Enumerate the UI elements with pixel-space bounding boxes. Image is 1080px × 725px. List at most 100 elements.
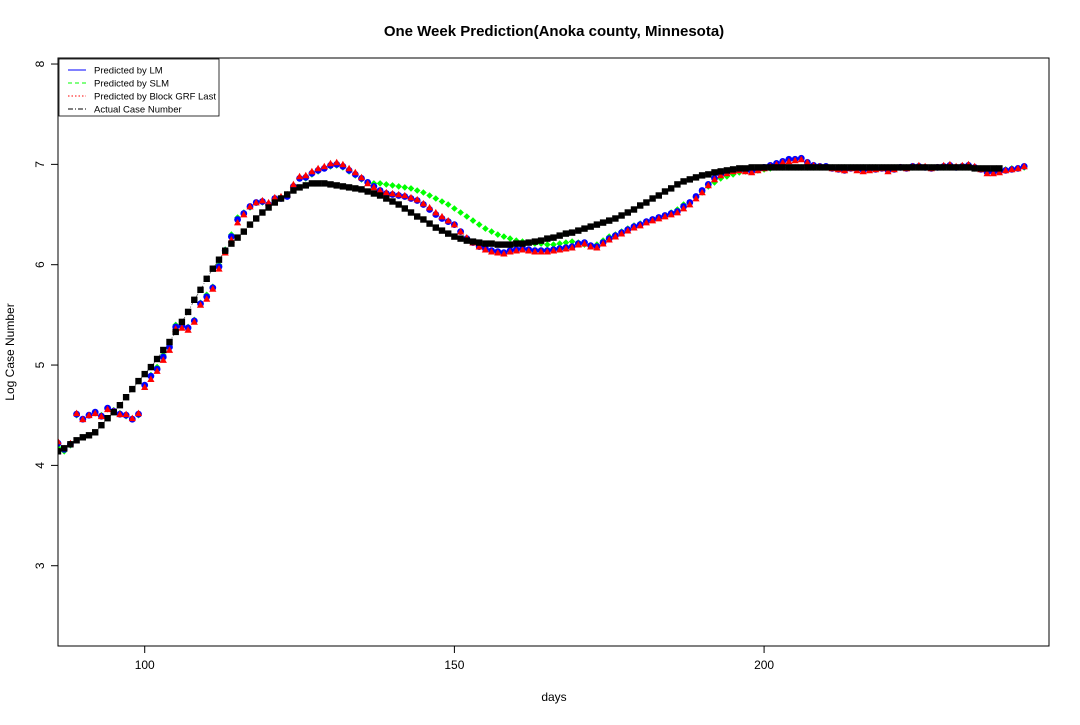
grf-point	[500, 250, 508, 257]
grf-point	[302, 171, 310, 179]
actual-point	[494, 241, 501, 248]
actual-point	[593, 221, 601, 228]
grf-point	[506, 248, 514, 255]
grf-point	[203, 295, 211, 302]
actual-point	[915, 164, 923, 171]
slm-point	[562, 239, 570, 246]
grf-point	[667, 210, 675, 218]
grf-point	[1008, 165, 1016, 173]
grf-point	[258, 196, 266, 204]
grf-point	[494, 249, 502, 256]
actual-point	[271, 199, 278, 206]
actual-point	[630, 206, 638, 213]
actual-point	[432, 224, 439, 231]
slm-point	[494, 231, 502, 238]
x-tick-label: 100	[135, 658, 155, 672]
actual-point	[934, 164, 941, 171]
x-tick-label: 200	[754, 658, 774, 672]
y-tick-label: 7	[33, 161, 47, 168]
actual-point	[624, 209, 631, 216]
actual-point	[587, 223, 594, 230]
actual-point	[686, 176, 693, 183]
grf-point	[574, 241, 582, 248]
slm-point	[444, 201, 452, 208]
actual-point	[116, 402, 124, 409]
grf-point	[642, 219, 650, 226]
grf-point	[475, 243, 483, 250]
grf-point	[184, 326, 192, 333]
grf-point	[134, 409, 143, 417]
actual-point	[562, 230, 570, 237]
grf-point	[413, 195, 421, 203]
slm-point	[432, 195, 440, 202]
actual-point	[835, 164, 842, 171]
grf-point	[444, 217, 452, 224]
grf-point	[481, 246, 489, 253]
slm-point	[469, 217, 477, 224]
actual-point	[891, 164, 898, 171]
actual-point	[909, 164, 916, 171]
x-axis-label: days	[541, 690, 566, 704]
grf-point	[791, 156, 799, 164]
grf-point	[308, 167, 316, 175]
actual-point	[376, 192, 384, 199]
grf-point	[698, 188, 706, 196]
actual-point	[785, 164, 793, 171]
actual-point	[73, 437, 80, 444]
slm-point	[463, 213, 471, 220]
actual-point	[172, 328, 179, 336]
grf-point	[419, 199, 427, 207]
actual-point	[426, 220, 433, 227]
grf-point	[351, 168, 359, 176]
actual-point	[537, 237, 545, 244]
grf-point	[488, 248, 496, 255]
grf-point	[382, 188, 390, 196]
grf-point	[680, 204, 688, 212]
actual-point	[760, 164, 768, 171]
slm-point	[413, 187, 421, 194]
actual-point	[370, 190, 378, 197]
actual-point	[643, 199, 650, 206]
plot-area	[58, 154, 1028, 636]
actual-point	[977, 165, 985, 172]
y-tick-label: 8	[33, 60, 47, 67]
grf-point	[593, 244, 601, 251]
grf-point	[178, 324, 186, 331]
actual-point	[215, 256, 223, 263]
actual-point	[816, 164, 823, 171]
grf-point	[345, 164, 353, 172]
actual-point	[556, 232, 563, 239]
actual-point	[178, 318, 186, 326]
actual-point	[544, 235, 551, 242]
actual-point	[358, 186, 365, 193]
actual-point	[736, 165, 743, 172]
actual-point	[469, 238, 477, 245]
actual-point	[240, 228, 247, 235]
actual-point	[550, 234, 557, 241]
legend-label-actual: Actual Case Number	[94, 105, 182, 116]
grf-point	[605, 236, 613, 243]
grf-point	[587, 243, 595, 250]
legend-label-grf: Predicted by Block GRF Last	[94, 92, 216, 103]
actual-point	[61, 445, 68, 452]
grf-point	[289, 180, 297, 188]
grf-point	[748, 168, 756, 176]
actual-point	[259, 209, 266, 216]
grf-point	[190, 318, 198, 325]
grf-point	[407, 193, 415, 201]
actual-point	[352, 185, 359, 192]
actual-point	[513, 240, 520, 247]
actual-point	[457, 235, 464, 242]
actual-point	[302, 182, 309, 189]
actual-point	[209, 265, 216, 272]
actual-point	[339, 183, 347, 190]
actual-point	[222, 247, 229, 254]
actual-point	[395, 201, 402, 208]
actual-point	[668, 185, 675, 192]
actual-point	[692, 174, 700, 181]
actual-point	[698, 172, 706, 179]
actual-point	[711, 169, 718, 176]
grf-point	[370, 183, 378, 191]
actual-point	[228, 240, 235, 247]
